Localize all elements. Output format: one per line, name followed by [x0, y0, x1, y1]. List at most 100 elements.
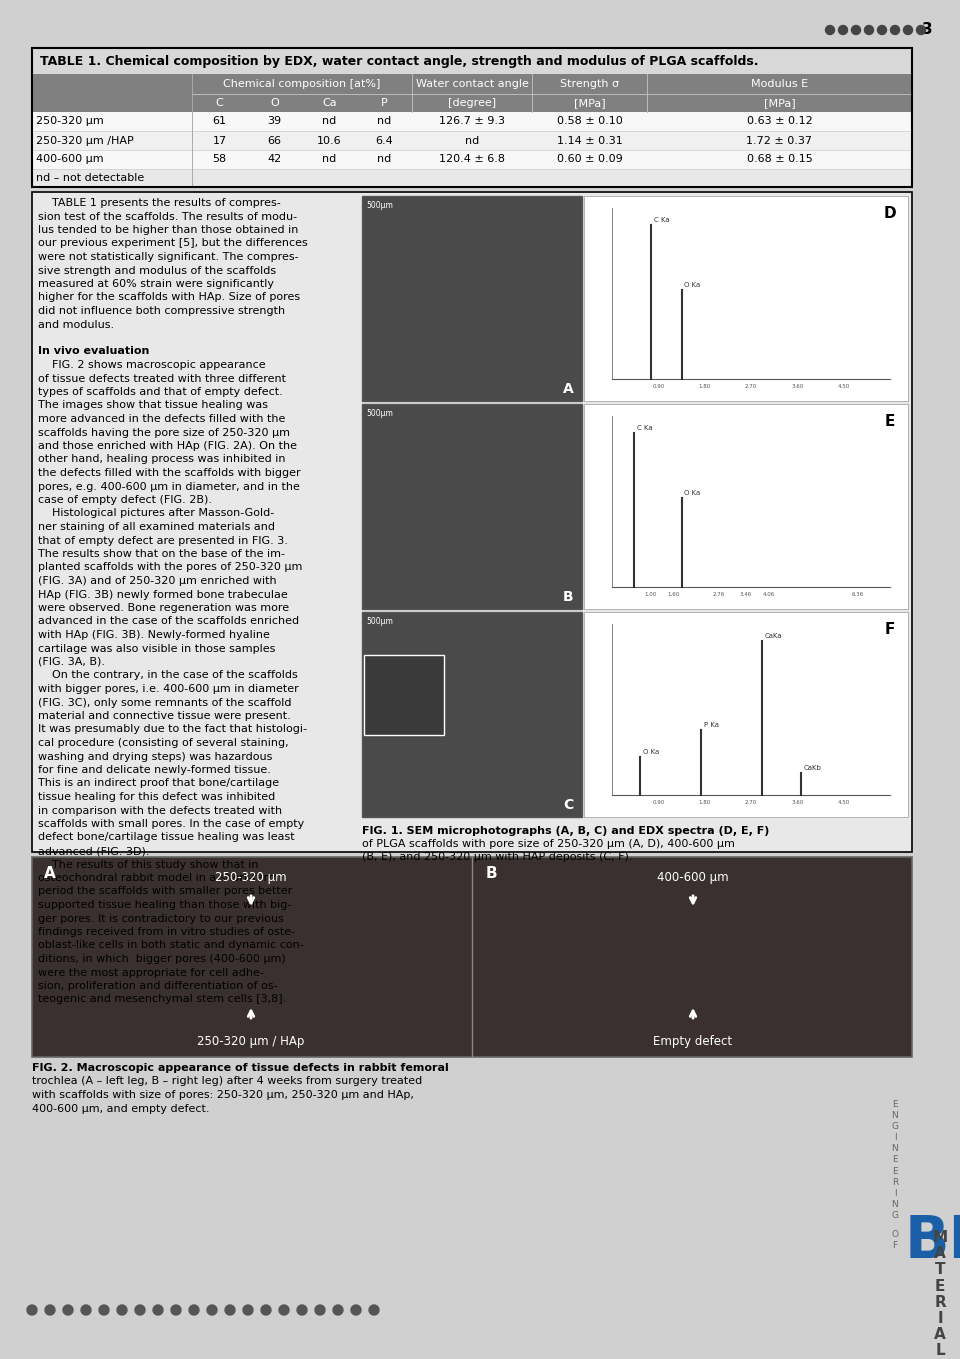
Circle shape: [99, 1305, 109, 1316]
Text: our previous experiment [5], but the differences: our previous experiment [5], but the dif…: [38, 238, 308, 249]
Text: CaKb: CaKb: [804, 765, 822, 771]
Text: of PLGA scaffolds with pore size of 250-320 μm (A, D), 400-600 μm: of PLGA scaffolds with pore size of 250-…: [362, 839, 734, 849]
Text: It was presumably due to the fact that histologi-: It was presumably due to the fact that h…: [38, 724, 307, 734]
Bar: [584, 404, 908, 609]
Circle shape: [852, 26, 860, 34]
Text: supported tissue healing than those with big-: supported tissue healing than those with…: [38, 900, 292, 911]
Text: 500μm: 500μm: [366, 201, 393, 211]
Circle shape: [243, 1305, 253, 1316]
Text: Modulus E: Modulus E: [751, 79, 808, 88]
Text: 2.70: 2.70: [745, 385, 757, 390]
Circle shape: [297, 1305, 307, 1316]
Circle shape: [81, 1305, 91, 1316]
Text: that of empty defect are presented in FIG. 3.: that of empty defect are presented in FI…: [38, 535, 288, 545]
Text: 400-600 μm: 400-600 μm: [658, 871, 729, 883]
Bar: [32, 48, 912, 188]
Circle shape: [153, 1305, 163, 1316]
Text: trochlea (A – left leg, B – right leg) after 4 weeks from surgery treated: trochlea (A – left leg, B – right leg) a…: [32, 1076, 422, 1086]
Text: A: A: [44, 866, 56, 881]
Text: CaKa: CaKa: [765, 633, 782, 639]
Text: 250-320 μm: 250-320 μm: [36, 117, 104, 126]
Text: higher for the scaffolds with HAp. Size of pores: higher for the scaffolds with HAp. Size …: [38, 292, 300, 303]
Text: 250-320 μm: 250-320 μm: [215, 871, 287, 883]
Text: 3.60: 3.60: [791, 800, 804, 806]
Text: pores, e.g. 400-600 μm in diameter, and in the: pores, e.g. 400-600 μm in diameter, and …: [38, 481, 300, 492]
Text: 1.60: 1.60: [667, 593, 680, 598]
Text: nd: nd: [323, 155, 337, 164]
Text: 6.4: 6.4: [375, 136, 394, 145]
Text: D: D: [884, 207, 897, 222]
Text: FIG. 2 shows macroscopic appearance: FIG. 2 shows macroscopic appearance: [38, 360, 266, 370]
Text: 2.70: 2.70: [745, 800, 757, 806]
Text: 66: 66: [268, 136, 281, 145]
Text: Ca: Ca: [323, 98, 337, 107]
Text: cal procedure (consisting of several staining,: cal procedure (consisting of several sta…: [38, 738, 289, 747]
Text: 0.63 ± 0.12: 0.63 ± 0.12: [747, 117, 812, 126]
Bar: [32, 48, 912, 73]
Text: 0.58 ± 0.10: 0.58 ± 0.10: [557, 117, 622, 126]
Text: 4.50: 4.50: [837, 800, 850, 806]
Text: 250-320 μm / HAp: 250-320 μm / HAp: [198, 1036, 304, 1049]
Text: C: C: [563, 798, 573, 811]
Text: were not statistically significant. The compres-: were not statistically significant. The …: [38, 251, 299, 262]
Text: 500μm: 500μm: [366, 409, 393, 419]
Text: 126.7 ± 9.3: 126.7 ± 9.3: [439, 117, 505, 126]
Text: C Ka: C Ka: [637, 425, 653, 431]
Text: Strength σ: Strength σ: [560, 79, 619, 88]
Text: sion, proliferation and differentiation of os-: sion, proliferation and differentiation …: [38, 981, 277, 991]
Text: nd: nd: [377, 117, 392, 126]
Text: The images show that tissue healing was: The images show that tissue healing was: [38, 401, 268, 410]
Text: nd – not detectable: nd – not detectable: [36, 173, 144, 183]
Text: M
A
T
E
R
I
A
L
S: M A T E R I A L S: [932, 1230, 948, 1359]
Text: O
F: O F: [892, 1230, 899, 1250]
Bar: [32, 192, 912, 852]
Text: nd: nd: [465, 136, 479, 145]
Text: defect bone/cartilage tissue healing was least: defect bone/cartilage tissue healing was…: [38, 833, 295, 843]
Text: [MPa]: [MPa]: [574, 98, 606, 107]
Text: 0.60 ± 0.09: 0.60 ± 0.09: [557, 155, 622, 164]
Text: On the contrary, in the case of the scaffolds: On the contrary, in the case of the scaf…: [38, 670, 298, 681]
Text: 4.50: 4.50: [837, 385, 850, 390]
Text: C: C: [216, 98, 224, 107]
Text: material and connective tissue were present.: material and connective tissue were pres…: [38, 711, 291, 722]
Text: scaffolds having the pore size of 250-320 μm: scaffolds having the pore size of 250-32…: [38, 428, 290, 438]
Text: BI: BI: [905, 1214, 960, 1271]
Text: 2.76: 2.76: [712, 593, 725, 598]
Text: [MPa]: [MPa]: [764, 98, 795, 107]
Text: P: P: [381, 98, 388, 107]
Text: the defects filled with the scaffolds with bigger: the defects filled with the scaffolds wi…: [38, 467, 300, 478]
Text: with HAp (FIG. 3B). Newly-formed hyaline: with HAp (FIG. 3B). Newly-formed hyaline: [38, 631, 270, 640]
Text: O: O: [270, 98, 278, 107]
Text: Histological pictures after Masson-Gold-: Histological pictures after Masson-Gold-: [38, 508, 275, 519]
Text: HAp (FIG. 3B) newly formed bone trabeculae: HAp (FIG. 3B) newly formed bone trabecul…: [38, 590, 288, 599]
Text: findings received from in vitro studies of oste-: findings received from in vitro studies …: [38, 927, 295, 936]
Text: scaffolds with small pores. In the case of empty: scaffolds with small pores. In the case …: [38, 819, 304, 829]
Circle shape: [117, 1305, 127, 1316]
Text: 61: 61: [212, 117, 227, 126]
Text: ger pores. It is contradictory to our previous: ger pores. It is contradictory to our pr…: [38, 913, 284, 924]
Text: TABLE 1 presents the results of compres-: TABLE 1 presents the results of compres-: [38, 198, 280, 208]
Circle shape: [838, 26, 848, 34]
Bar: [584, 612, 908, 817]
Text: 0.90: 0.90: [652, 385, 664, 390]
Circle shape: [917, 26, 925, 34]
Text: were the most appropriate for cell adhe-: were the most appropriate for cell adhe-: [38, 968, 264, 977]
Text: FIG. 1. SEM microphotographs (A, B, C) and EDX spectra (D, E, F): FIG. 1. SEM microphotographs (A, B, C) a…: [362, 826, 769, 836]
Circle shape: [207, 1305, 217, 1316]
Text: case of empty defect (FIG. 2B).: case of empty defect (FIG. 2B).: [38, 495, 212, 506]
Text: O Ka: O Ka: [684, 283, 701, 288]
Text: 3: 3: [922, 23, 932, 38]
Text: other hand, healing process was inhibited in: other hand, healing process was inhibite…: [38, 454, 285, 465]
Text: (FIG. 3A, B).: (FIG. 3A, B).: [38, 656, 105, 667]
Circle shape: [63, 1305, 73, 1316]
Text: 58: 58: [212, 155, 227, 164]
Bar: [32, 73, 912, 111]
Text: with bigger pores, i.e. 400-600 μm in diameter: with bigger pores, i.e. 400-600 μm in di…: [38, 684, 299, 694]
Bar: [32, 149, 912, 169]
Circle shape: [369, 1305, 379, 1316]
Text: The results of this study show that in: The results of this study show that in: [38, 859, 258, 870]
Text: with scaffolds with size of pores: 250-320 μm, 250-320 μm and HAp,: with scaffolds with size of pores: 250-3…: [32, 1090, 414, 1099]
Text: 1.72 ± 0.37: 1.72 ± 0.37: [747, 136, 812, 145]
Text: [degree]: [degree]: [448, 98, 496, 107]
Text: nd: nd: [377, 155, 392, 164]
